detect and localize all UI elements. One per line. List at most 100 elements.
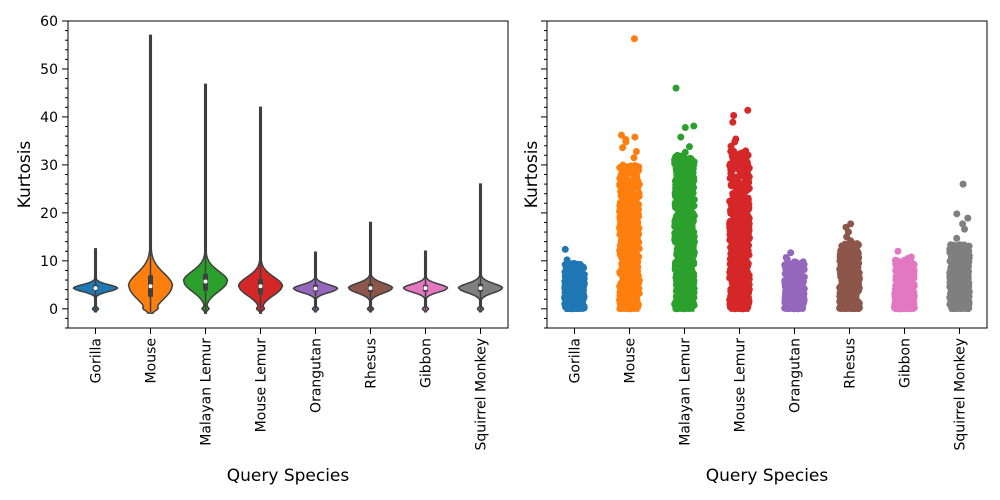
violin-median-dot: [93, 286, 98, 291]
strip-bulk: [564, 283, 585, 312]
strip-outlier-point: [690, 122, 698, 130]
strip-point: [629, 221, 637, 229]
strip-point: [622, 163, 630, 171]
y-tick-label: 60: [40, 14, 58, 30]
y-tick-label: 0: [49, 302, 58, 318]
strip-point: [577, 270, 585, 278]
strip-point: [726, 174, 734, 182]
x-tick-label: Malayan Lemur: [199, 338, 215, 446]
violin-median-dot: [313, 286, 318, 291]
x-axis-title: Query Species: [227, 466, 350, 486]
strip-outlier-point: [964, 214, 972, 222]
strip-outlier-point: [561, 245, 569, 253]
violin-median-dot: [423, 286, 428, 291]
strip-outlier-point: [783, 255, 791, 263]
violin-median-dot: [258, 284, 263, 289]
strip-point: [672, 216, 680, 224]
strip-point: [616, 221, 624, 229]
x-tick-label: Squirrel Monkey: [953, 338, 969, 450]
strip-point: [744, 216, 752, 224]
strip-point: [727, 160, 735, 168]
strip-point: [676, 162, 684, 170]
strip-bulk: [784, 282, 805, 312]
y-axis-title: Kurtosis: [522, 141, 542, 209]
x-tick-label: Rhesus: [843, 338, 859, 389]
y-axis-title: Kurtosis: [15, 141, 35, 209]
x-tick-label: Gorilla: [89, 338, 105, 383]
strip-outlier-point: [622, 138, 630, 146]
strip-point: [800, 266, 808, 274]
strip-outlier-point: [677, 133, 685, 141]
y-tick-label: 20: [40, 206, 58, 222]
strip-point: [616, 164, 624, 172]
strip-point: [727, 181, 735, 189]
strip-outlier-point: [953, 234, 961, 242]
violin-median-dot: [148, 284, 153, 289]
strip-point: [580, 264, 588, 272]
strip-point: [623, 185, 631, 193]
strip-point: [853, 266, 861, 274]
strip-point: [794, 265, 802, 273]
y-tick-label: 10: [40, 254, 58, 270]
strip-outlier-point: [632, 147, 640, 155]
strip-point: [623, 203, 631, 211]
strip-bulk: [619, 229, 640, 312]
strip-point: [896, 267, 904, 275]
strip-outlier-point: [744, 106, 752, 114]
y-tick-label: 50: [40, 62, 58, 78]
x-tick-label: Gorilla: [568, 338, 584, 383]
x-tick-label: Squirrel Monkey: [474, 338, 490, 450]
strip-point: [683, 179, 691, 187]
strip-outlier-point: [617, 131, 625, 139]
strip-point: [736, 184, 744, 192]
x-tick-label: Mouse: [623, 338, 639, 383]
x-axis-title: Query Species: [706, 466, 829, 486]
strip-bulk: [894, 281, 915, 312]
strip-point: [840, 258, 848, 266]
strip-point: [732, 155, 740, 163]
strip-point: [623, 170, 631, 177]
strip-outlier-point: [672, 84, 680, 92]
strip-outlier-point: [681, 148, 689, 156]
x-tick-label: Gibbon: [898, 338, 914, 388]
x-tick-label: Mouse Lemur: [733, 338, 749, 433]
strip-bulk: [674, 224, 695, 312]
y-tick-label: 30: [40, 158, 58, 174]
violin-median-dot: [203, 279, 208, 284]
strip-point: [573, 265, 581, 273]
strip-point: [731, 203, 739, 211]
strip-point: [837, 247, 845, 255]
strip-outlier-point: [953, 210, 961, 218]
strip-point: [958, 241, 966, 249]
strip-bulk: [949, 273, 970, 312]
x-tick-label: Rhesus: [364, 338, 380, 389]
strip-point: [617, 171, 625, 179]
strip-outlier-point: [959, 180, 967, 188]
strip-outlier-point: [727, 142, 735, 150]
strip-point: [742, 179, 750, 187]
strip-outlier-point: [730, 112, 738, 119]
x-tick-label: Orangutan: [788, 338, 804, 413]
strip-outlier-point: [563, 256, 571, 264]
strip-point: [734, 177, 742, 185]
violin-median-dot: [368, 286, 373, 291]
x-tick-label: Orangutan: [309, 338, 325, 413]
strip-point: [563, 271, 571, 279]
strip-outlier-point: [959, 220, 967, 228]
strip-point: [782, 270, 790, 278]
strip-outlier-point: [847, 237, 855, 245]
strip-point: [730, 196, 738, 204]
strip-point: [797, 272, 805, 280]
violin-median-dot: [478, 286, 483, 291]
strip-point: [785, 261, 793, 269]
strip-point: [741, 162, 749, 170]
strip-point: [618, 197, 626, 205]
strip-point: [744, 173, 752, 181]
x-tick-label: Mouse: [144, 338, 160, 383]
strip-point: [846, 252, 854, 260]
strip-point: [686, 189, 694, 197]
strip-plot: Kurtosis Query Species Gorilla Mouse Malayan…: [522, 20, 988, 486]
strip-point: [673, 192, 681, 200]
strip-point: [632, 176, 640, 184]
